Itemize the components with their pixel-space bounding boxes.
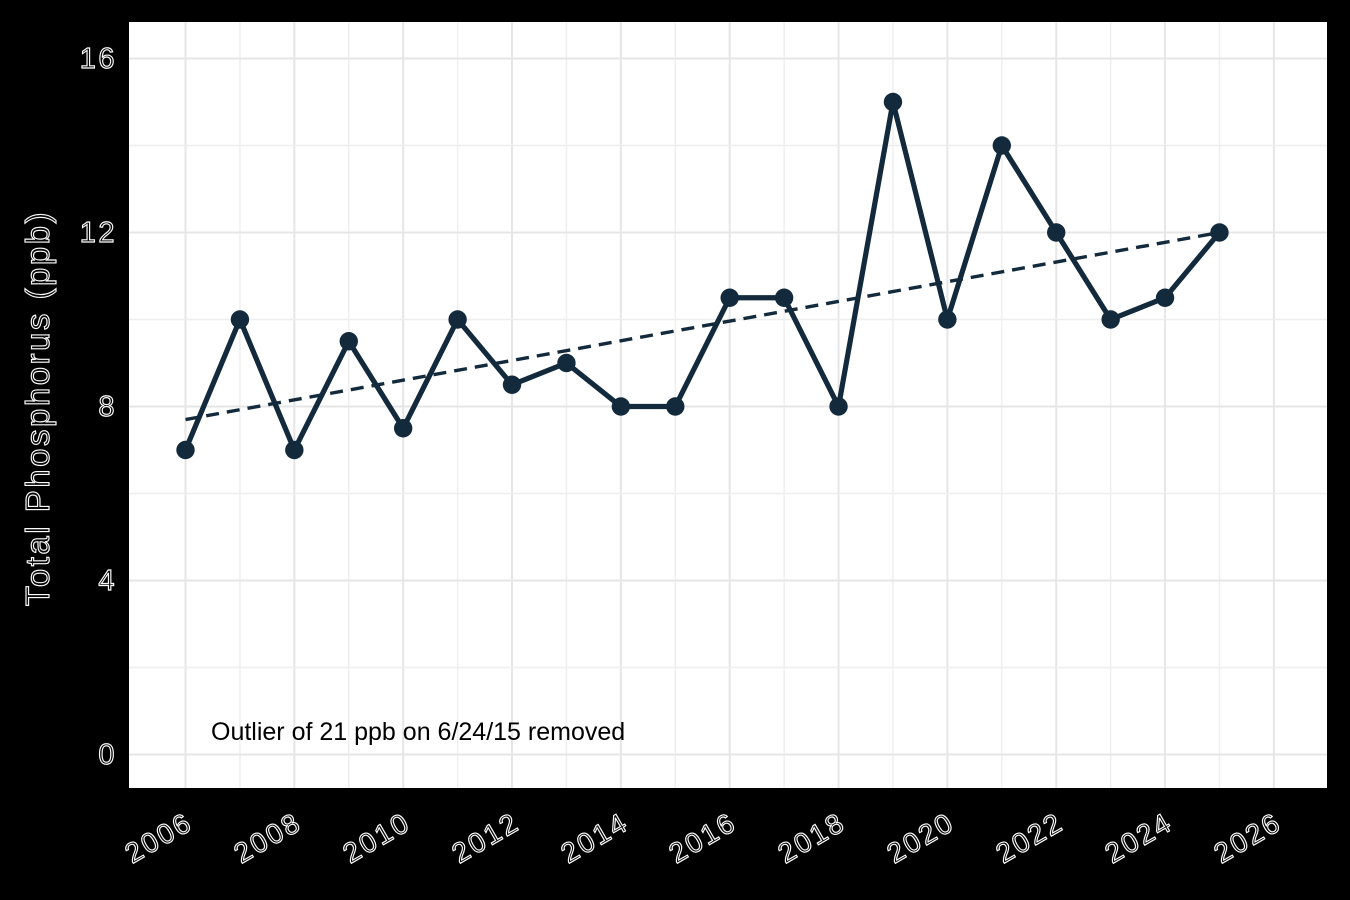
data-point (448, 310, 467, 329)
data-point (774, 288, 794, 307)
data-point (230, 310, 250, 329)
plot-panel (129, 22, 1327, 788)
y-axis-tick-label: 0 (98, 738, 117, 771)
data-point (176, 440, 195, 460)
y-axis-tick-label: 16 (79, 42, 117, 75)
trend-line (185, 230, 1220, 422)
data-point (285, 440, 304, 460)
data-point (992, 136, 1011, 155)
data-point (557, 353, 576, 373)
y-axis-tick-label: 4 (98, 564, 117, 597)
data-point (829, 397, 848, 416)
data-point (339, 332, 358, 351)
data-point (393, 419, 413, 438)
y-axis-tick-label: 8 (98, 390, 117, 423)
data-point (938, 310, 957, 329)
outlier-annotation: Outlier of 21 ppb on 6/24/15 removed (211, 718, 626, 746)
y-axis-tick-label: 12 (79, 216, 117, 249)
data-point (1210, 223, 1229, 242)
data-point (1047, 223, 1066, 242)
series-line (182, 99, 1223, 453)
data-point (502, 375, 522, 394)
data-point (1155, 288, 1175, 307)
data-point (666, 397, 685, 416)
data-point (611, 397, 631, 416)
data-point (720, 288, 739, 307)
data-point (883, 92, 903, 112)
data-point (1101, 310, 1120, 329)
